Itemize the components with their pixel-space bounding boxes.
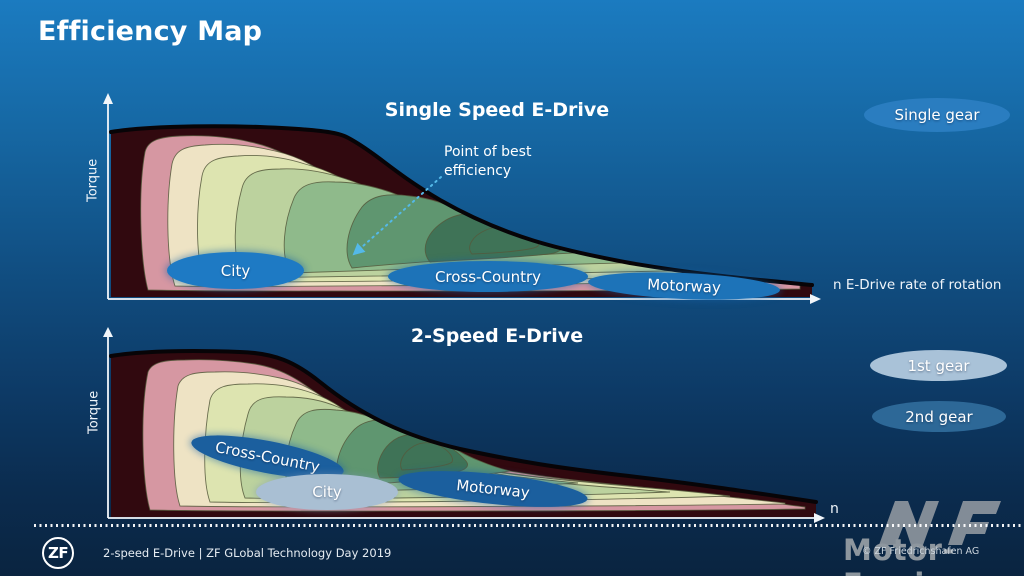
- badge-single-gear: Single gear: [864, 98, 1010, 132]
- badge-first-gear: 1st gear: [870, 350, 1007, 381]
- zone-city-single-speed: City: [167, 252, 304, 289]
- y-axis-arrow: [103, 327, 113, 337]
- chart1-y-axis-label: Torque: [85, 158, 101, 202]
- max-torque-outline: [109, 124, 814, 287]
- zone-label: Cross-Country: [434, 267, 542, 286]
- zone-label: City: [312, 483, 342, 501]
- best-efficiency-annotation: Point of best efficiency: [444, 144, 532, 179]
- chart2-title: 2-Speed E-Drive: [410, 325, 584, 347]
- zf-logo-icon: ZF: [42, 537, 74, 569]
- badge-label: Single gear: [894, 106, 980, 124]
- motorfan-logo-icon: [879, 501, 1001, 545]
- y-axis-arrow: [103, 93, 113, 104]
- chart2-x-axis-label: n: [830, 501, 839, 517]
- motorfan-watermark: Motor-Fan.jp: [843, 533, 955, 576]
- badge-label: 2nd gear: [905, 407, 973, 426]
- best-efficiency-arrow-icon: [352, 176, 442, 256]
- chart1-title: Single Speed E-Drive: [384, 99, 610, 121]
- max-torque-outline: [109, 349, 818, 504]
- footer-divider-dotted-line: [34, 524, 1024, 527]
- x-axis-arrow: [814, 513, 825, 523]
- zone-city-two-speed: City: [256, 474, 398, 510]
- zone-label: Motorway: [455, 476, 531, 502]
- badge-label: 1st gear: [907, 356, 970, 375]
- footer-copyright: © ZF Friedrichshafen AG: [862, 546, 980, 557]
- zone-cross-country-single-speed: Cross-Country: [388, 261, 588, 292]
- zf-logo-text: ZF: [47, 544, 69, 562]
- zone-label: Motorway: [646, 275, 722, 297]
- zone-label: City: [220, 261, 251, 280]
- footer-caption: 2-speed E-Drive | ZF GLobal Technology D…: [103, 546, 392, 560]
- chart1-x-axis-label: n E-Drive rate of rotation: [833, 277, 1002, 293]
- badge-second-gear: 2nd gear: [872, 401, 1006, 432]
- chart2-y-axis-label: Torque: [86, 390, 102, 434]
- x-axis-arrow: [810, 294, 821, 304]
- axes: [107, 335, 816, 519]
- page-title: Efficiency Map: [38, 16, 263, 47]
